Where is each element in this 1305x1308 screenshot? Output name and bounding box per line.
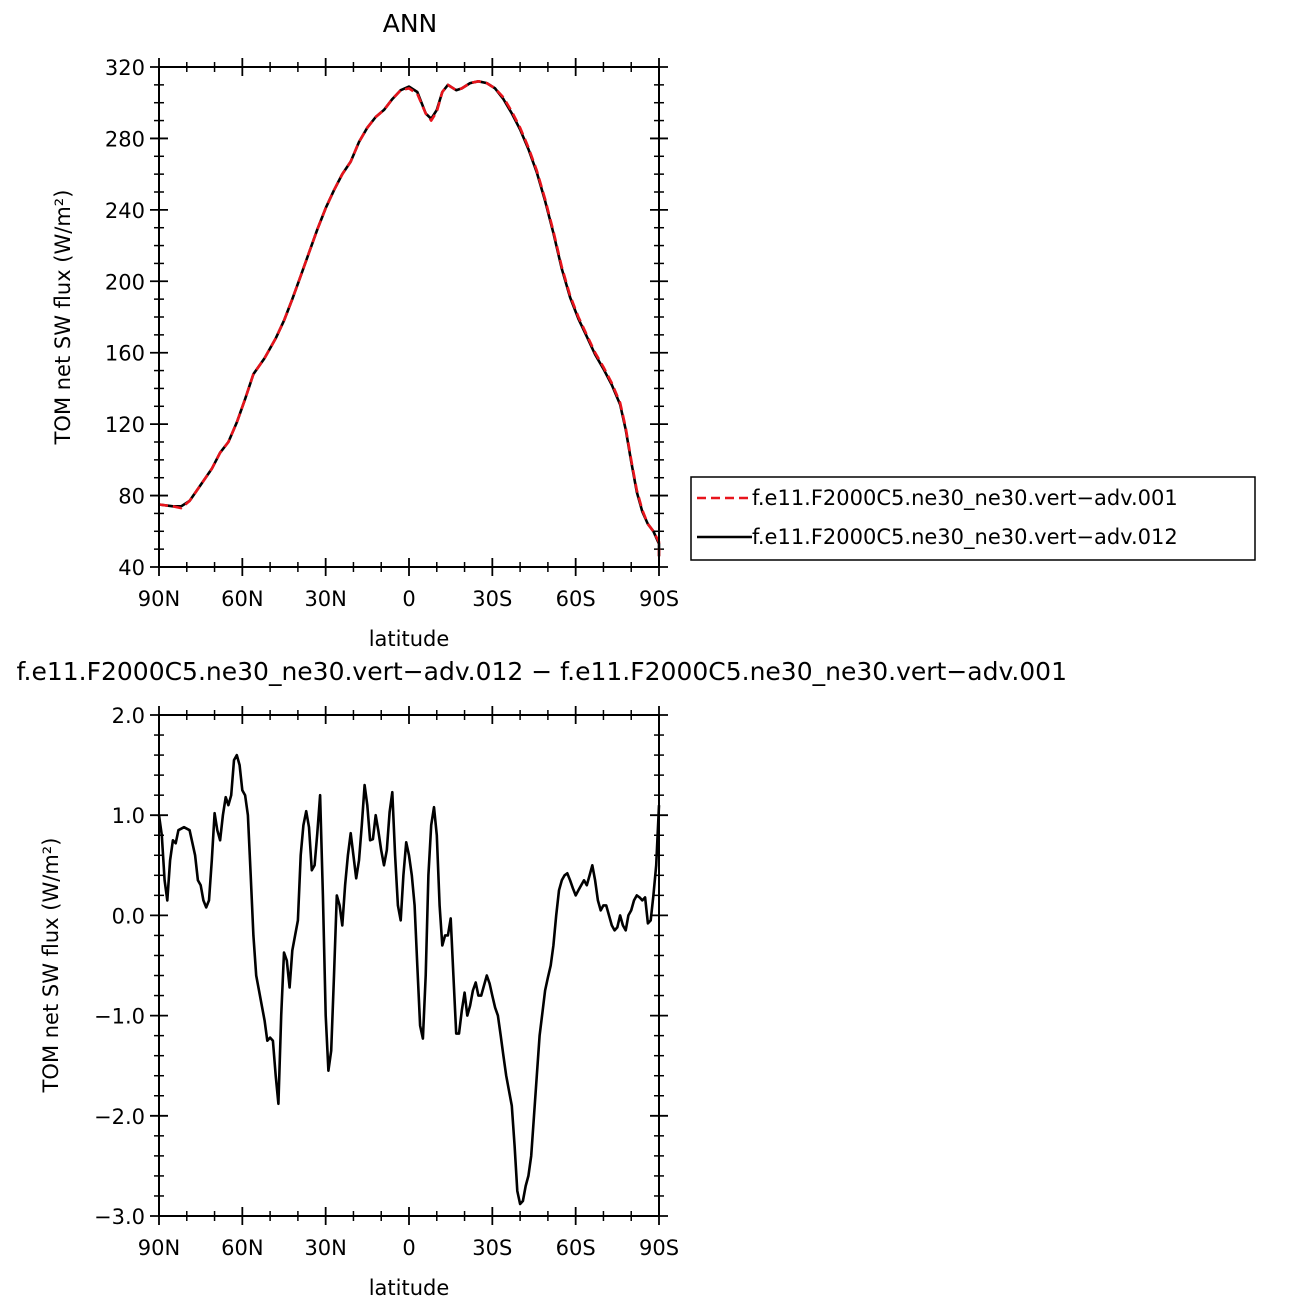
bottom-y-tick-label: −1.0 bbox=[94, 1005, 145, 1029]
bottom-y-axis-label: TOM net SW flux (W/m²) bbox=[39, 838, 63, 1094]
bottom-y-ticks: −3.0 −2.0 −1.0 0.0 1.0 2.0 bbox=[94, 704, 668, 1229]
legend-label-series-012: f.e11.F2000C5.ne30_ne30.vert−adv.012 bbox=[752, 525, 1178, 550]
top-chart-title: ANN bbox=[383, 9, 438, 38]
top-y-axis-label: TOM net SW flux (W/m²) bbox=[51, 190, 75, 446]
top-series-group bbox=[158, 80, 661, 557]
top-x-tick-label: 60S bbox=[556, 587, 596, 611]
bottom-x-tick-label: 30S bbox=[472, 1236, 512, 1260]
bottom-y-tick-label: −3.0 bbox=[94, 1205, 145, 1229]
bottom-x-tick-label: 60N bbox=[221, 1236, 263, 1260]
top-x-tick-label: 60N bbox=[221, 587, 263, 611]
bottom-y-tick-label: 2.0 bbox=[112, 704, 145, 728]
legend-frame bbox=[690, 476, 1256, 561]
bottom-x-tick-label: 90S bbox=[639, 1236, 679, 1260]
bottom-chart-title: f.e11.F2000C5.ne30_ne30.vert−adv.012 − f… bbox=[17, 657, 1067, 686]
top-y-tick-label: 120 bbox=[105, 413, 145, 437]
bottom-y-tick-label: 0.0 bbox=[112, 904, 145, 928]
top-x-axis-label: latitude bbox=[369, 627, 450, 651]
bottom-x-ticks: 90N 60N 30N 0 30S 60S 90S bbox=[138, 706, 679, 1260]
bottom-y-tick-label: 1.0 bbox=[112, 804, 145, 828]
bottom-x-tick-label: 30N bbox=[304, 1236, 346, 1260]
top-x-tick-label: 30S bbox=[472, 587, 512, 611]
bottom-x-axis-label: latitude bbox=[369, 1276, 450, 1300]
top-y-tick-label: 240 bbox=[105, 199, 145, 223]
top-plot-frame bbox=[158, 66, 660, 568]
top-x-ticks: 90N 60N 30N 0 30S 60S 90S bbox=[138, 58, 679, 611]
top-panel: ANN 40 80 120 160 200 240 280 320 90N 60N 30N 0 30S… bbox=[51, 9, 1256, 651]
top-y-tick-label: 80 bbox=[118, 485, 145, 509]
bottom-x-tick-label: 60S bbox=[556, 1236, 596, 1260]
top-x-tick-label: 0 bbox=[402, 587, 415, 611]
bottom-y-tick-label: −2.0 bbox=[94, 1105, 145, 1129]
top-x-tick-label: 90S bbox=[639, 587, 679, 611]
top-series-line-1 bbox=[158, 80, 661, 557]
top-x-tick-label: 30N bbox=[304, 587, 346, 611]
bottom-x-tick-label: 0 bbox=[402, 1236, 415, 1260]
bottom-x-tick-label: 90N bbox=[138, 1236, 180, 1260]
bottom-panel: f.e11.F2000C5.ne30_ne30.vert−adv.012 − f… bbox=[17, 657, 1067, 1300]
top-y-tick-label: 320 bbox=[105, 56, 145, 80]
top-y-tick-label: 200 bbox=[105, 270, 145, 294]
bottom-series-line-0 bbox=[157, 753, 661, 1206]
top-series-line-0 bbox=[158, 80, 661, 557]
bottom-plot-frame bbox=[158, 714, 660, 1217]
top-legend: f.e11.F2000C5.ne30_ne30.vert−adv.001 f.e… bbox=[690, 476, 1256, 561]
top-y-tick-label: 160 bbox=[105, 342, 145, 366]
top-x-tick-label: 90N bbox=[138, 587, 180, 611]
top-y-tick-label: 280 bbox=[105, 127, 145, 151]
top-y-tick-label: 40 bbox=[118, 556, 145, 580]
bottom-series-group bbox=[157, 753, 661, 1206]
legend-label-series-001: f.e11.F2000C5.ne30_ne30.vert−adv.001 bbox=[752, 486, 1178, 511]
